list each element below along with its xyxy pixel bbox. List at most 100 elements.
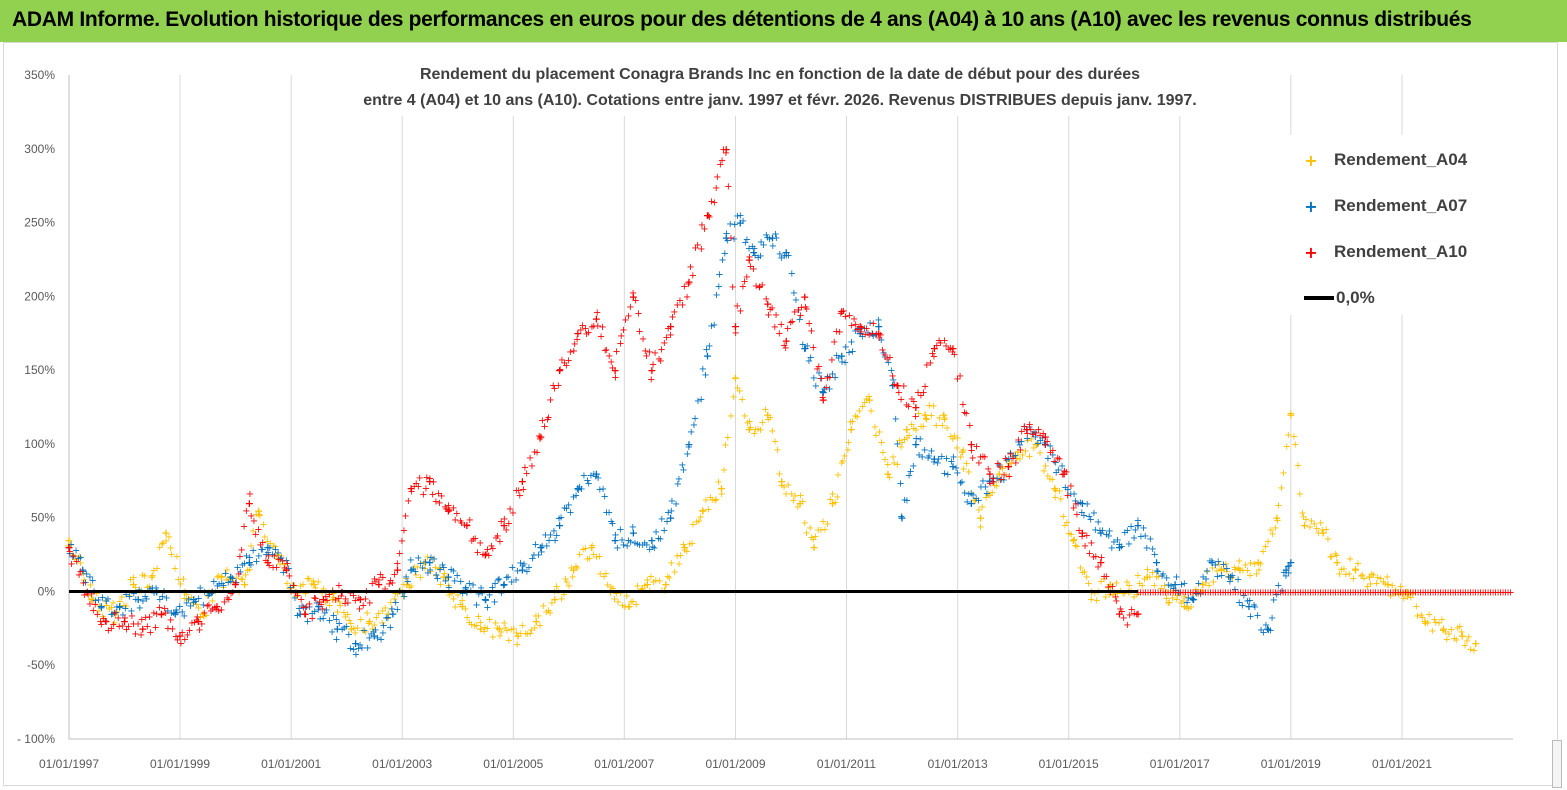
data-point: +: [578, 320, 586, 331]
data-point: +: [453, 509, 461, 520]
data-point: +: [200, 608, 208, 619]
data-point: +: [691, 243, 699, 254]
data-point: +: [908, 394, 916, 405]
data-point: +: [888, 371, 896, 382]
data-point: +: [1039, 429, 1047, 440]
data-point: +: [638, 540, 646, 551]
data-point: +: [301, 609, 309, 620]
data-point: +: [1061, 521, 1069, 532]
data-point: +: [1291, 587, 1299, 598]
data-point: +: [87, 594, 95, 605]
data-point: +: [1199, 572, 1207, 583]
data-point: +: [874, 320, 883, 333]
data-point: +: [1311, 587, 1319, 598]
data-point: +: [1221, 587, 1229, 598]
data-point: +: [171, 563, 179, 574]
data-point: +: [995, 475, 1003, 486]
data-point: +: [332, 595, 340, 606]
data-point: +: [1354, 587, 1362, 598]
data-point: +: [1301, 587, 1309, 598]
data-point: +: [1254, 587, 1262, 598]
data-point: +: [1064, 491, 1072, 502]
data-point: +: [1369, 570, 1377, 581]
data-point: +: [500, 618, 508, 629]
data-point: +: [686, 262, 694, 273]
data-point: +: [675, 474, 683, 485]
data-point: +: [543, 414, 551, 425]
data-point: +: [315, 597, 323, 608]
data-point: +: [958, 445, 967, 458]
data-point: +: [1020, 422, 1028, 433]
data-point: +: [378, 606, 386, 617]
data-point: +: [1085, 549, 1093, 560]
data-point: +: [337, 591, 345, 602]
data-point: +: [400, 579, 408, 590]
data-point: +: [823, 519, 831, 530]
data-point: +: [463, 520, 471, 531]
data-point: +: [998, 475, 1006, 486]
data-point: +: [1146, 587, 1154, 598]
data-point: +: [338, 624, 346, 635]
data-point: +: [1131, 525, 1139, 536]
x-tick-label: 01/01/2003: [372, 757, 432, 771]
data-point: +: [782, 250, 790, 261]
data-point: +: [1238, 601, 1246, 612]
data-point: +: [1078, 532, 1086, 543]
data-point: +: [173, 607, 181, 618]
data-point: +: [432, 570, 440, 581]
data-point: +: [1203, 566, 1211, 577]
data-point: +: [1365, 571, 1374, 584]
data-point: +: [1231, 562, 1239, 573]
data-point: +: [483, 603, 491, 614]
data-point: +: [314, 600, 323, 613]
report-banner: ADAM Informe. Evolution historique des p…: [0, 0, 1567, 42]
data-point: +: [918, 452, 926, 463]
data-point: +: [832, 327, 840, 338]
data-point: +: [871, 422, 879, 433]
data-point: +: [1102, 592, 1110, 603]
data-point: +: [560, 503, 568, 514]
data-point: +: [311, 583, 319, 594]
data-point: +: [695, 516, 703, 527]
data-point: +: [155, 543, 163, 554]
data-point: +: [910, 397, 918, 408]
data-point: +: [235, 569, 243, 580]
data-point: +: [898, 437, 906, 448]
data-point: +: [890, 458, 898, 469]
data-point: +: [797, 302, 805, 313]
data-point: +: [1360, 574, 1368, 585]
data-point: +: [121, 603, 129, 614]
data-point: +: [212, 600, 221, 613]
data-point: +: [1214, 587, 1222, 598]
data-point: +: [731, 320, 740, 333]
data-point: +: [893, 439, 901, 450]
data-point: +: [174, 575, 182, 586]
data-point: +: [184, 594, 192, 605]
data-point: +: [101, 615, 110, 628]
data-point: +: [788, 269, 796, 280]
data-point: +: [739, 281, 747, 292]
data-point: +: [1299, 512, 1307, 523]
data-point: +: [402, 572, 410, 583]
data-point: +: [532, 615, 541, 628]
data-point: +: [545, 535, 553, 546]
data-point: +: [949, 434, 957, 445]
data-point: +: [967, 489, 975, 500]
data-point: +: [425, 475, 434, 488]
data-point: +: [904, 401, 912, 412]
data-point: +: [895, 387, 903, 398]
resize-handle[interactable]: [1552, 740, 1562, 788]
data-point: +: [202, 610, 210, 621]
data-point: +: [596, 569, 604, 580]
data-point: +: [1241, 560, 1249, 571]
y-tick-label: 100%: [24, 437, 55, 451]
data-point: +: [933, 458, 941, 469]
data-point: +: [179, 574, 187, 585]
data-point: +: [766, 413, 774, 424]
data-point: +: [1245, 596, 1253, 607]
data-point: +: [803, 304, 811, 315]
data-point: +: [1100, 574, 1108, 585]
data-point: +: [1170, 586, 1178, 597]
data-point: +: [495, 574, 503, 585]
data-point: +: [1094, 517, 1102, 528]
